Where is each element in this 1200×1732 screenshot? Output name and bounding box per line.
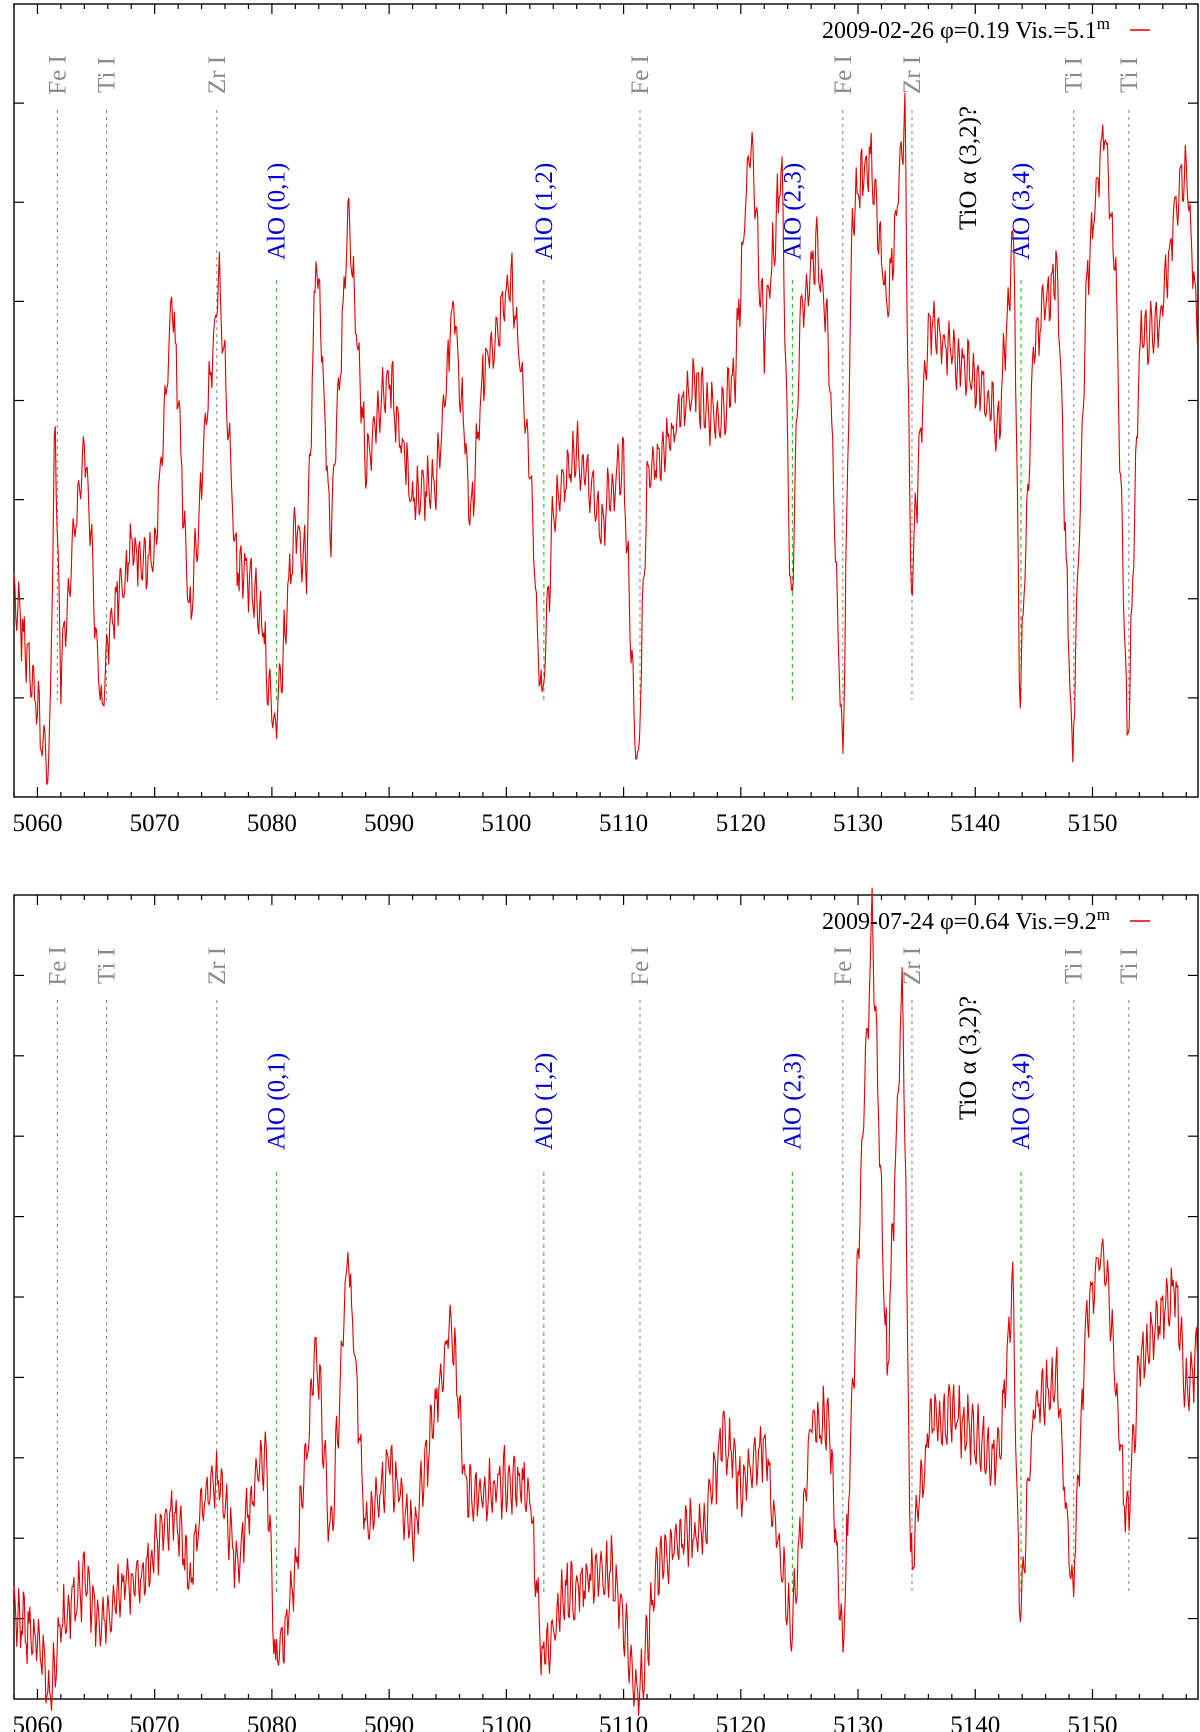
x-tick-label: 5130 <box>833 1712 883 1732</box>
x-tick-label: 5110 <box>599 810 648 837</box>
line-label: Ti I <box>1116 948 1143 984</box>
x-tick-label: 5150 <box>1067 1712 1117 1732</box>
line-label: Fe I <box>830 55 857 95</box>
x-tick-label: 5110 <box>599 1712 648 1732</box>
line-label: Ti I <box>94 57 121 93</box>
line-label: Ti I <box>1061 57 1088 93</box>
alo-label: AlO (1,2) <box>531 1053 558 1150</box>
line-label: Fe I <box>44 55 71 95</box>
panel-top: 5060 5070 5080 5090 5100 5110 5120 5130 5140 5150… <box>12 3 1199 837</box>
line-label: Fe I <box>830 946 857 986</box>
line-label: Ti I <box>1116 57 1143 93</box>
x-tick-label: 5090 <box>364 1712 414 1732</box>
x-tick-label: 5090 <box>364 810 414 837</box>
x-tick-label: 5140 <box>950 810 1000 837</box>
x-tick-label: 5080 <box>247 810 297 837</box>
alo-label: AlO (0,1) <box>264 1053 291 1150</box>
line-label: Fe I <box>627 946 654 986</box>
x-tick-label: 5070 <box>130 1712 180 1732</box>
x-tick-label: 5060 <box>12 810 62 837</box>
x-tick-label: 5130 <box>833 810 883 837</box>
spectrum-series <box>13 887 1199 1716</box>
line-label: Zr I <box>204 56 231 94</box>
alo-label: AlO (3,4) <box>1008 163 1035 260</box>
plot-frame <box>13 3 1199 798</box>
alo-label: AlO (3,4) <box>1008 1053 1035 1150</box>
x-tick-label: 5150 <box>1067 810 1117 837</box>
x-tick-label: 5120 <box>716 1712 766 1732</box>
line-label: Zr I <box>899 56 926 94</box>
spectrum-series <box>13 92 1199 785</box>
line-label: Ti I <box>94 948 121 984</box>
legend-label: 2009-02-26 φ=0.19 Vis.=5.1m <box>822 14 1110 44</box>
tio-label: TiO α (3,2)? <box>955 996 982 1120</box>
line-label: Zr I <box>899 947 926 985</box>
tio-label: TiO α (3,2)? <box>955 106 982 230</box>
x-tick-label: 5100 <box>481 1712 531 1732</box>
panel-bottom: 5060 5070 5080 5090 5100 5110 5120 5130 5140 5150… <box>12 887 1199 1732</box>
x-tick-label: 5060 <box>12 1712 62 1732</box>
line-label: Zr I <box>204 947 231 985</box>
alo-label: AlO (2,3) <box>779 1053 806 1150</box>
x-tick-label: 5140 <box>950 1712 1000 1732</box>
x-tick-label: 5120 <box>716 810 766 837</box>
alo-label: AlO (1,2) <box>531 163 558 260</box>
line-label: Fe I <box>627 55 654 95</box>
alo-label: AlO (0,1) <box>264 163 291 260</box>
x-tick-label: 5080 <box>247 1712 297 1732</box>
line-label: Fe I <box>44 946 71 986</box>
x-tick-label: 5070 <box>130 810 180 837</box>
line-label: Ti I <box>1061 948 1088 984</box>
x-tick-label: 5100 <box>481 810 531 837</box>
legend-label: 2009-07-24 φ=0.64 Vis.=9.2m <box>822 905 1110 935</box>
